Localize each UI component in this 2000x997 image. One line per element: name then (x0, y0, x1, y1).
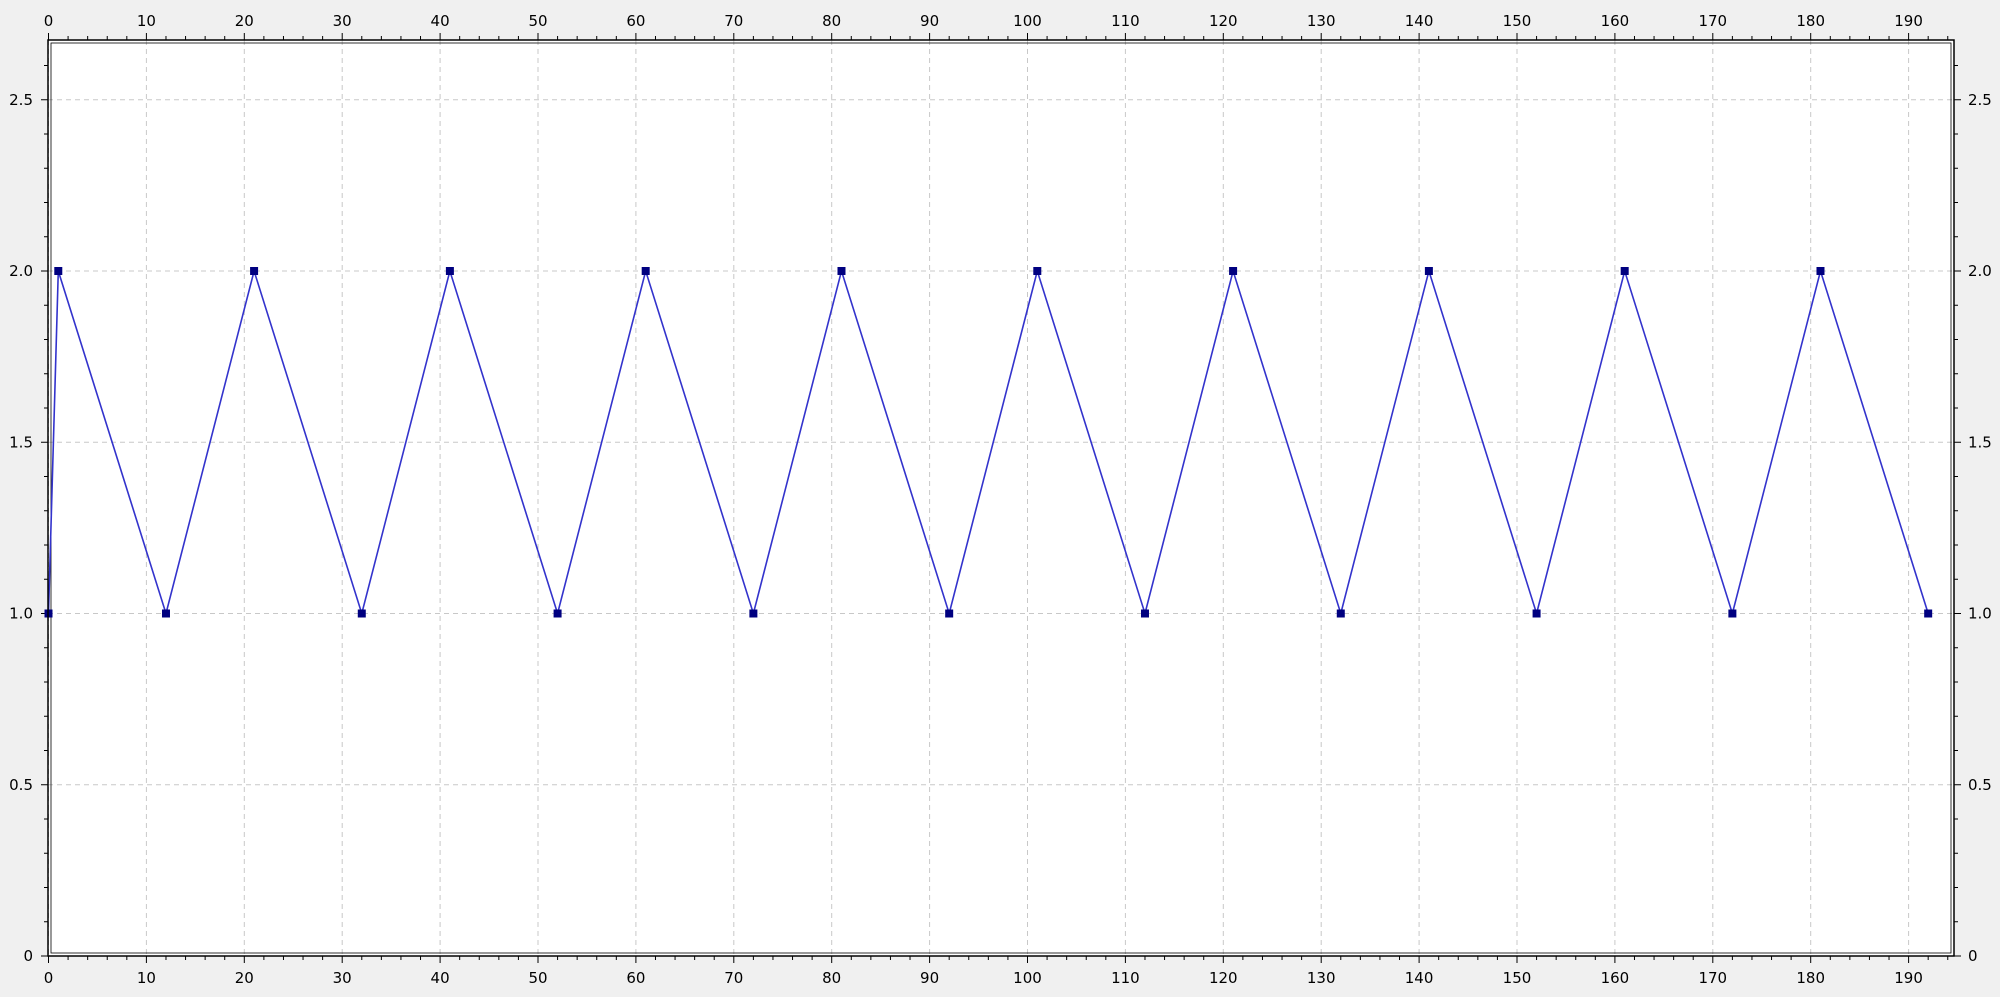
x-tick-label-top: 140 (1405, 12, 1434, 30)
x-tick-label-bottom: 70 (724, 969, 743, 987)
data-point-marker (1728, 609, 1737, 618)
data-point-marker (837, 267, 846, 275)
y-tick-label-right: 1.5 (1968, 433, 1992, 451)
y-tick-label-right: 0.5 (1968, 776, 1992, 794)
x-tick-label-top: 50 (528, 12, 547, 30)
y-tick-label-left: 1.5 (9, 433, 33, 451)
x-tick-label-bottom: 20 (235, 969, 254, 987)
x-tick-label-top: 110 (1111, 12, 1140, 30)
x-tick-label-top: 80 (822, 12, 841, 30)
y-tick-label-left: 0 (23, 947, 33, 965)
data-point-marker (1033, 267, 1042, 275)
x-tick-label-bottom: 120 (1209, 969, 1238, 987)
y-tick-label-left: 2.5 (9, 91, 33, 109)
data-point-marker (641, 267, 650, 275)
series-layer (44, 267, 1933, 618)
x-tick-label-top: 40 (431, 12, 450, 30)
axes: 0010102020303040405050606070708080909010… (9, 12, 1992, 987)
x-tick-label-bottom: 140 (1405, 969, 1434, 987)
data-point-marker (445, 267, 454, 275)
y-tick-label-right: 2.5 (1968, 91, 1992, 109)
x-tick-label-bottom: 60 (626, 969, 645, 987)
y-tick-label-right: 2.0 (1968, 262, 1992, 280)
data-point-marker (1532, 609, 1541, 618)
data-point-marker (1816, 267, 1825, 275)
x-tick-label-top: 190 (1894, 12, 1923, 30)
data-point-marker (1924, 609, 1933, 618)
x-tick-label-top: 120 (1209, 12, 1238, 30)
x-tick-label-bottom: 10 (137, 969, 156, 987)
x-tick-label-bottom: 100 (1013, 969, 1042, 987)
data-point-marker (1424, 267, 1433, 275)
x-tick-label-top: 30 (333, 12, 352, 30)
data-point-marker (1620, 267, 1629, 275)
x-tick-label-top: 170 (1698, 12, 1727, 30)
x-tick-label-bottom: 80 (822, 969, 841, 987)
x-tick-label-top: 130 (1307, 12, 1336, 30)
y-tick-label-right: 1.0 (1968, 605, 1992, 623)
x-tick-label-top: 180 (1796, 12, 1825, 30)
x-tick-label-bottom: 160 (1601, 969, 1630, 987)
plot-inner-frame (50, 42, 1952, 954)
x-tick-label-top: 90 (920, 12, 939, 30)
x-tick-label-top: 60 (626, 12, 645, 30)
plot-area (48, 40, 1954, 956)
x-tick-label-bottom: 110 (1111, 969, 1140, 987)
x-tick-label-top: 10 (137, 12, 156, 30)
data-point-marker (749, 609, 758, 618)
x-tick-label-top: 100 (1013, 12, 1042, 30)
x-tick-label-top: 70 (724, 12, 743, 30)
y-tick-label-left: 1.0 (9, 605, 33, 623)
x-tick-label-bottom: 180 (1796, 969, 1825, 987)
x-tick-label-bottom: 90 (920, 969, 939, 987)
plot-frame (47, 39, 1955, 957)
data-point-marker (553, 609, 562, 618)
x-tick-label-top: 160 (1601, 12, 1630, 30)
x-tick-label-bottom: 0 (44, 969, 54, 987)
x-tick-label-bottom: 50 (528, 969, 547, 987)
x-tick-label-bottom: 40 (431, 969, 450, 987)
x-tick-label-bottom: 190 (1894, 969, 1923, 987)
data-point-marker (1229, 267, 1238, 275)
x-tick-label-bottom: 130 (1307, 969, 1336, 987)
y-tick-label-left: 2.0 (9, 262, 33, 280)
data-point-marker (250, 267, 259, 275)
data-point-marker (54, 267, 63, 275)
y-tick-label-left: 0.5 (9, 776, 33, 794)
x-tick-label-top: 20 (235, 12, 254, 30)
data-point-marker (945, 609, 954, 618)
x-tick-label-bottom: 30 (333, 969, 352, 987)
x-tick-label-bottom: 150 (1503, 969, 1532, 987)
y-tick-label-right: 0 (1968, 947, 1978, 965)
x-tick-label-top: 150 (1503, 12, 1532, 30)
data-point-marker (1140, 609, 1149, 618)
data-point-marker (161, 609, 170, 618)
data-point-marker (1336, 609, 1345, 618)
x-tick-label-bottom: 170 (1698, 969, 1727, 987)
x-tick-label-top: 0 (44, 12, 54, 30)
data-point-marker (357, 609, 366, 618)
